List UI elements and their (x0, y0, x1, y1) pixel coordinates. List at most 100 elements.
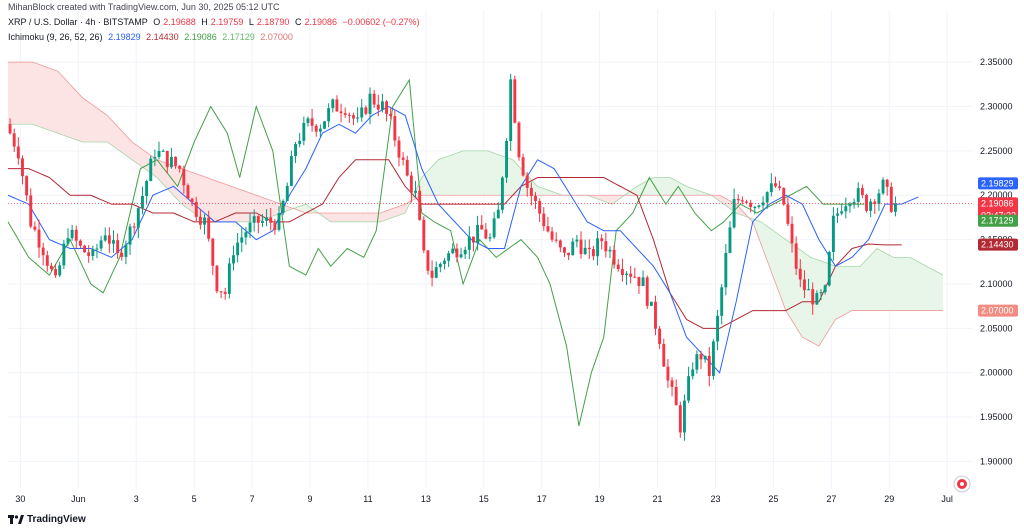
tradingview-logo[interactable]: TradingView (8, 514, 86, 525)
candle (500, 176, 504, 214)
candle (492, 211, 496, 239)
candle (815, 290, 819, 306)
candle-body (45, 255, 49, 266)
x-tick-label: Jun (71, 494, 86, 504)
candle (232, 245, 235, 271)
candle-body (174, 156, 178, 166)
candle (467, 226, 471, 260)
cloud-bullish (626, 177, 712, 196)
candle-body (33, 226, 37, 230)
candle-body (798, 268, 802, 280)
candle-body (740, 200, 744, 202)
candle (761, 196, 765, 209)
candle (186, 183, 190, 199)
candle (476, 215, 480, 251)
candle-body (707, 355, 711, 376)
candle-body (616, 264, 620, 270)
lead-b-value: 2.07000 (260, 32, 293, 42)
candle (426, 249, 430, 275)
candle (774, 176, 777, 188)
candle (836, 207, 839, 223)
candle-body (753, 206, 757, 208)
candle-body (505, 141, 508, 178)
low-value: 2.18790 (256, 17, 290, 27)
candle (848, 201, 852, 213)
candle-body (848, 204, 852, 207)
x-tick-label: 21 (653, 494, 663, 504)
candle (145, 179, 149, 205)
candle-body (385, 101, 389, 114)
candle-body (277, 213, 281, 230)
candle-body (161, 150, 165, 152)
candle (356, 107, 360, 123)
candle (496, 202, 500, 219)
candle (343, 107, 347, 118)
candle (62, 239, 66, 270)
candle-body (236, 242, 240, 256)
candle-body (786, 204, 790, 224)
candle (807, 278, 811, 291)
candle-body (211, 238, 215, 266)
candle-body (8, 124, 12, 134)
candle-body (447, 253, 451, 261)
candle (37, 219, 41, 258)
candle (517, 121, 521, 161)
candle (538, 198, 542, 222)
candle (819, 289, 823, 301)
candle-body (591, 249, 595, 257)
candle-body (720, 287, 724, 316)
candle-body (273, 222, 277, 230)
x-tick-label: 27 (826, 494, 836, 504)
candle (207, 210, 211, 242)
candle (757, 204, 761, 209)
cloud-bearish (589, 195, 625, 205)
candle (695, 350, 699, 374)
candle (579, 231, 583, 259)
candle (124, 240, 128, 265)
y-axis[interactable]: 2.350002.300002.250002.200002.150002.100… (980, 57, 1013, 466)
candle (856, 182, 860, 208)
candle-body (405, 159, 409, 176)
candle-body (141, 196, 144, 209)
candle (385, 99, 389, 122)
open-value: 2.19688 (163, 17, 196, 27)
candle-body (376, 104, 380, 110)
candle (740, 196, 744, 205)
candle-body (145, 181, 149, 197)
x-axis[interactable]: 30 Jun 3 5 7 9 11 13 15 17 19 21 23 25 27 29 Jul (15, 494, 953, 504)
candle-body (500, 177, 504, 210)
price-tag-bg (978, 304, 1018, 317)
candle-body (37, 229, 41, 248)
candle (269, 208, 273, 231)
candle (281, 199, 285, 216)
symbol-title[interactable]: XRP / U.S. Dollar · 4h · BITSTAMP (8, 17, 148, 27)
candle-body (443, 260, 446, 264)
candle (107, 227, 111, 253)
candle-body (223, 291, 227, 294)
candle-body (480, 224, 484, 230)
candle-body (207, 217, 211, 239)
candle (87, 245, 91, 263)
candle (318, 124, 322, 138)
target-icon[interactable] (953, 475, 971, 493)
candle-body (58, 265, 62, 276)
indicator-name[interactable]: Ichimoku (9, 26, 52, 26) (8, 32, 103, 42)
candle (260, 213, 264, 228)
candle-body (600, 238, 604, 242)
cloud-bullish (750, 218, 944, 347)
candle-body (153, 157, 157, 159)
cloud-bearish (318, 199, 412, 222)
brand-label: TradingView (27, 514, 86, 525)
candle (78, 239, 82, 249)
candle-body (860, 188, 864, 196)
candle (25, 175, 29, 201)
candle-body (356, 117, 360, 119)
candle (74, 225, 78, 249)
candle (215, 265, 219, 294)
candle (707, 346, 711, 387)
candle (174, 156, 178, 169)
candle-body (538, 201, 542, 214)
candle (732, 188, 736, 229)
candle-body (608, 249, 612, 252)
